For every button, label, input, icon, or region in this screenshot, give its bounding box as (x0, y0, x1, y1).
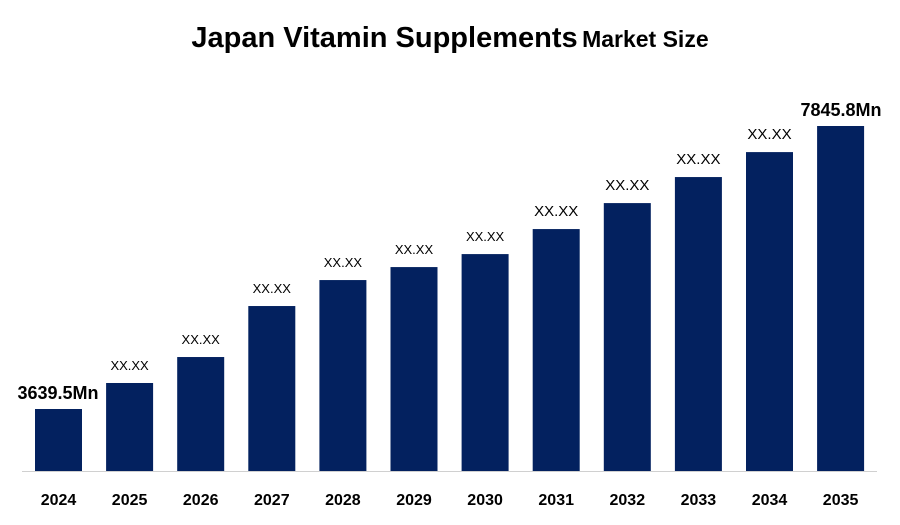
data-label-2034: XX.XX (747, 126, 791, 143)
bar-2029 (390, 267, 438, 471)
x-tick-label-2028: 2028 (325, 492, 361, 509)
data-label-2035: 7845.8Mn (800, 100, 881, 120)
chart-title-main: Japan Vitamin Supplements (191, 22, 578, 54)
bar-2024 (35, 409, 82, 471)
x-tick-label-2025: 2025 (112, 492, 148, 509)
x-tick-label-2030: 2030 (467, 492, 503, 509)
x-tick-label-2032: 2032 (610, 492, 646, 509)
x-tick-label-2033: 2033 (681, 492, 717, 509)
data-label-2031: XX.XX (534, 203, 578, 220)
bar-2033 (674, 177, 722, 471)
x-tick-label-2027: 2027 (254, 492, 290, 509)
bar-2032 (603, 203, 651, 471)
bar-2027 (248, 306, 296, 471)
data-label-2030: XX.XX (466, 229, 505, 244)
data-label-2024: 3639.5Mn (17, 383, 98, 403)
chart-subtitle: Market Size (582, 26, 709, 52)
x-tick-label-2035: 2035 (823, 492, 859, 509)
bar-2030 (461, 254, 509, 471)
data-label-2032: XX.XX (605, 177, 649, 194)
data-label-2029: XX.XX (395, 242, 434, 257)
bar-2034 (746, 152, 793, 471)
data-label-2025: XX.XX (110, 358, 149, 373)
x-tick-label-2031: 2031 (538, 492, 574, 509)
bar-2035 (817, 126, 865, 471)
data-label-2028: XX.XX (324, 255, 363, 270)
x-tick-label-2029: 2029 (396, 492, 432, 509)
bar-2026 (177, 357, 225, 471)
bar-2031 (532, 229, 580, 471)
bar-2028 (319, 280, 367, 471)
x-tick-label-2026: 2026 (183, 492, 219, 509)
x-tick-label-2034: 2034 (752, 492, 788, 509)
x-tick-label-2024: 2024 (41, 492, 77, 509)
data-label-2033: XX.XX (676, 151, 720, 168)
data-label-2026: XX.XX (182, 332, 221, 347)
chart-title: Japan Vitamin Supplements Market Size (0, 22, 900, 55)
bar-2025 (106, 382, 154, 471)
data-label-2027: XX.XX (253, 281, 292, 296)
